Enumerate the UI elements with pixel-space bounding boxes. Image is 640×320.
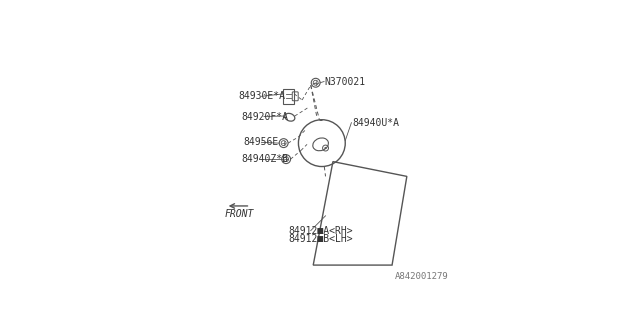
Text: 84912■B<LH>: 84912■B<LH>	[289, 234, 353, 244]
Text: A842001279: A842001279	[395, 272, 449, 281]
Circle shape	[324, 147, 326, 149]
Text: N370021: N370021	[324, 76, 365, 86]
Text: 84912■A<RH>: 84912■A<RH>	[289, 226, 353, 236]
Text: 84940U*A: 84940U*A	[352, 118, 399, 128]
Text: 84930E*A: 84930E*A	[238, 91, 285, 101]
Text: 84956E: 84956E	[244, 137, 279, 148]
Text: 84940Z*B: 84940Z*B	[241, 154, 288, 164]
Text: 84920F*A: 84920F*A	[241, 111, 288, 122]
Text: FRONT: FRONT	[225, 209, 254, 219]
